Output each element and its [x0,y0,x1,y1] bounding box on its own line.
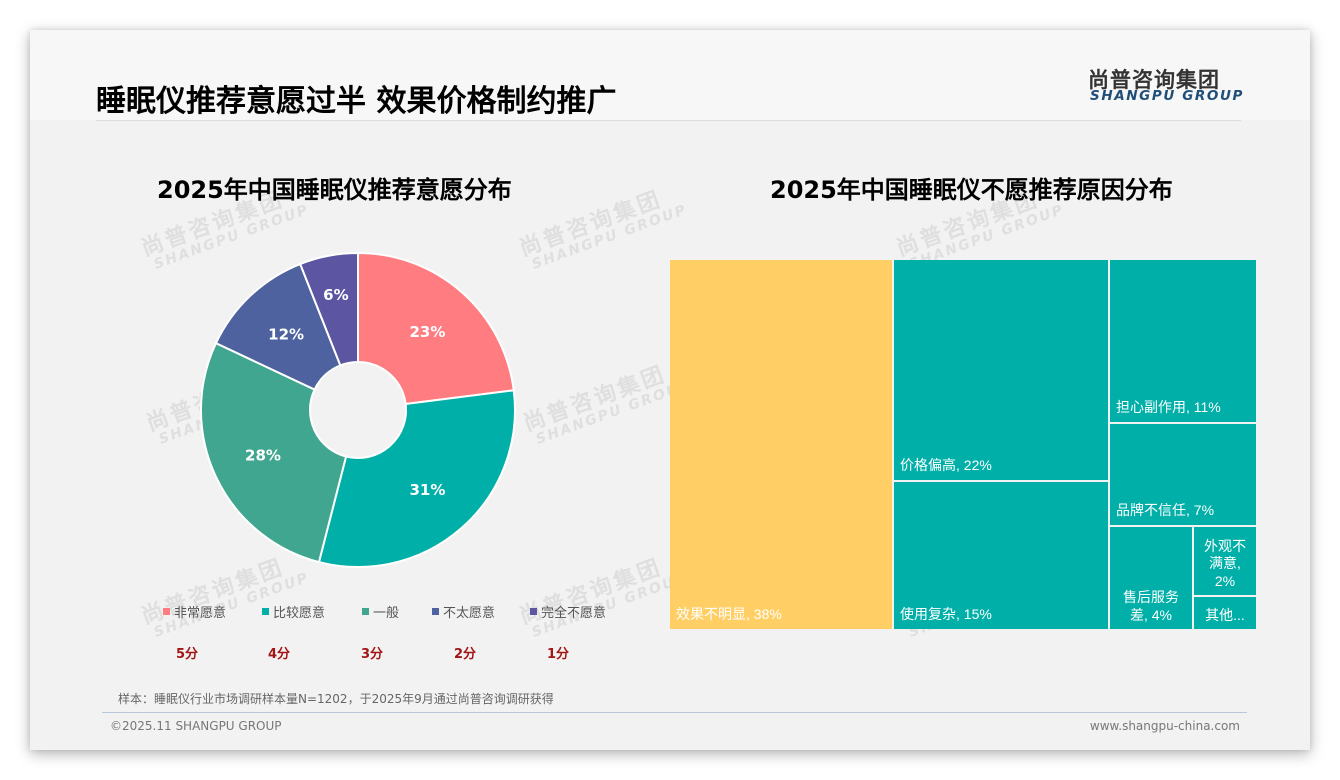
header [30,30,1310,120]
logo-text-en: SHANGPU GROUP [1090,88,1245,104]
donut-chart: 23% 31% 28% 12% 6% [200,251,516,568]
legend-label: 完全不愿意 [541,606,607,621]
legend-swatch [262,608,269,615]
treemap-cell-appearance: 外观不满意, 2% [1194,527,1256,595]
header-divider [96,120,1241,121]
copyright: ©2025.11 SHANGPU GROUP [110,719,282,733]
legend-item: 非常愿意 [163,602,226,621]
treemap-cell-side-effects: 担心副作用, 11% [1110,260,1256,422]
treemap-cell-label: 其他... [1205,606,1245,623]
donut-slice-label: 31% [409,481,445,499]
legend-item: 完全不愿意 [530,602,606,621]
legend-item: 一般 [362,602,399,621]
legend-label: 比较愿意 [273,606,326,621]
treemap-cell-label: 使用复杂, 15% [900,605,992,622]
treemap-cell-label: 售后服务差, 4% [1123,589,1179,623]
score-label: 1分 [547,647,570,662]
treemap-chart-title: 2025年中国睡眠仪不愿推荐原因分布 [770,176,1173,204]
treemap-cell-label: 品牌不信任, 7% [1116,501,1215,518]
score-label: 3分 [361,647,384,662]
legend-item: 比较愿意 [262,602,325,621]
donut-slice-label: 6% [323,286,348,304]
footer-divider [102,712,1247,713]
treemap-cell-label: 担心副作用, 11% [1116,398,1221,415]
donut-slice [200,341,348,564]
score-label: 5分 [176,647,199,662]
page-title: 睡眠仪推荐意愿过半 效果价格制约推广 [96,84,617,119]
donut-slice [298,251,359,367]
treemap-cell-brand-trust: 品牌不信任, 7% [1110,424,1256,525]
sample-note: 样本：睡眠仪行业市场调研样本量N=1202，于2025年9月通过尚普咨询调研获得 [118,692,554,706]
treemap-cell-label: 外观不满意, 2% [1204,537,1246,589]
legend-item: 不太愿意 [432,602,495,621]
legend-label: 非常愿意 [174,606,227,621]
legend-swatch [432,608,439,615]
treemap-chart: 效果不明显, 38% 价格偏高, 22% 使用复杂, 15% 担心副作用, 11… [670,260,1256,629]
treemap-cell-after-sales: 售后服务差, 4% [1110,527,1192,629]
donut-slice [214,262,342,391]
donut-slice-label: 28% [245,447,281,465]
legend-label: 不太愿意 [443,606,496,621]
donut-slice [317,389,516,568]
legend-swatch [530,608,537,615]
logo-text-cn: 尚普咨询集团 [1088,68,1220,92]
legend-swatch [362,608,369,615]
treemap-cell-label: 价格偏高, 22% [900,456,992,473]
treemap-cell-price: 价格偏高, 22% [894,260,1108,480]
treemap-cell-complex: 使用复杂, 15% [894,482,1108,629]
score-label: 2分 [454,647,477,662]
treemap-cell-label: 效果不明显, 38% [676,605,782,622]
website-link[interactable]: www.shangpu-china.com [1089,719,1240,733]
slide: 睡眠仪推荐意愿过半 效果价格制约推广 尚普咨询集团 SHANGPU GROUP … [30,30,1310,750]
donut-slice-label: 23% [409,323,445,341]
legend-swatch [163,608,170,615]
donut-chart-title: 2025年中国睡眠仪推荐意愿分布 [157,176,512,204]
legend-label: 一般 [373,606,400,621]
treemap-cell-other: 其他... [1194,597,1256,629]
donut-slice-label: 12% [268,325,304,343]
score-label: 4分 [268,647,291,662]
treemap-cell-effect: 效果不明显, 38% [670,260,892,629]
donut-slice [357,251,515,406]
